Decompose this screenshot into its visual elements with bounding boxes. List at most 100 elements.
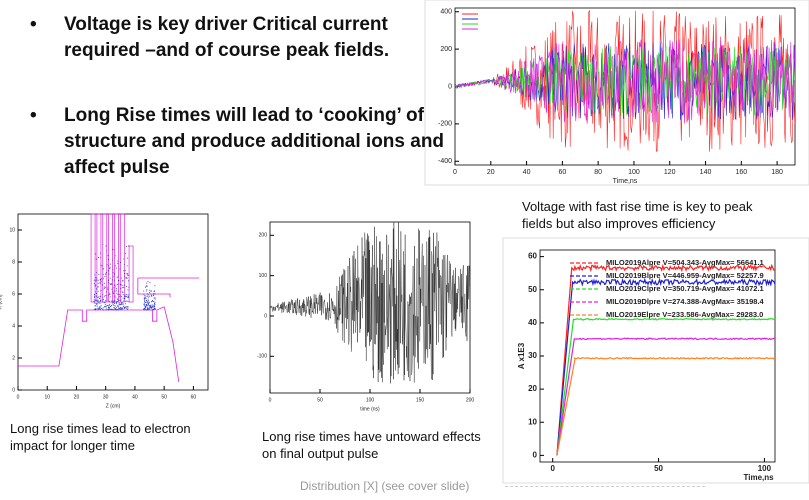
particle bbox=[117, 308, 119, 310]
particle bbox=[126, 296, 128, 298]
particle bbox=[123, 287, 125, 289]
y-tick-label: 30 bbox=[528, 351, 537, 360]
particle bbox=[100, 278, 102, 280]
particle bbox=[103, 301, 105, 303]
x-tick-label: 50 bbox=[317, 397, 323, 403]
particle bbox=[143, 304, 145, 306]
particle bbox=[106, 298, 108, 300]
particle bbox=[117, 306, 119, 308]
y-tick-label: 60 bbox=[528, 252, 537, 261]
particle bbox=[154, 293, 156, 295]
particle bbox=[120, 277, 122, 279]
particle bbox=[126, 308, 128, 310]
particle bbox=[101, 265, 103, 267]
particle bbox=[105, 286, 107, 288]
particle bbox=[102, 298, 104, 300]
particle bbox=[146, 301, 148, 303]
particle bbox=[95, 299, 97, 301]
particle bbox=[94, 302, 96, 304]
particle bbox=[122, 308, 124, 310]
particle bbox=[102, 288, 104, 290]
x-tick-label: 100 bbox=[758, 464, 772, 473]
particle bbox=[104, 306, 106, 308]
particle bbox=[119, 296, 121, 298]
particle bbox=[105, 306, 107, 308]
particle bbox=[112, 300, 114, 302]
particle bbox=[115, 286, 117, 288]
x-tick-label: 20 bbox=[487, 169, 495, 176]
particle bbox=[115, 284, 117, 286]
particle bbox=[143, 308, 145, 310]
particle bbox=[100, 308, 102, 310]
particle bbox=[153, 294, 155, 296]
x-tick-label: 60 bbox=[191, 394, 197, 400]
particle bbox=[118, 302, 120, 304]
particle bbox=[107, 300, 109, 302]
particle bbox=[124, 303, 126, 305]
particle bbox=[154, 298, 156, 300]
particle bbox=[98, 307, 100, 309]
particle bbox=[108, 308, 110, 310]
series-line bbox=[556, 337, 776, 456]
x-axis-label: Time,ns bbox=[613, 178, 638, 185]
particle bbox=[93, 308, 95, 310]
particle bbox=[144, 286, 146, 288]
y-tick-label: 200 bbox=[259, 233, 268, 239]
particle bbox=[98, 301, 100, 303]
particle bbox=[95, 258, 97, 260]
particle bbox=[119, 307, 121, 309]
particle bbox=[154, 285, 156, 287]
particle bbox=[103, 309, 105, 311]
particle bbox=[120, 301, 122, 303]
particle bbox=[109, 305, 111, 307]
particle bbox=[120, 299, 122, 301]
particle bbox=[95, 284, 97, 286]
particle bbox=[96, 308, 98, 310]
particle bbox=[117, 294, 119, 296]
particle bbox=[94, 274, 96, 276]
y-tick-label: 10 bbox=[528, 417, 537, 426]
particle bbox=[109, 296, 111, 298]
particle bbox=[150, 294, 152, 296]
y-tick-label: 0 bbox=[12, 387, 15, 393]
particle bbox=[150, 309, 152, 311]
particle bbox=[145, 301, 147, 303]
particle bbox=[109, 294, 111, 296]
particle bbox=[115, 305, 117, 307]
y-tick-label: 4 bbox=[12, 323, 15, 329]
x-tick-label: 120 bbox=[664, 169, 676, 176]
particle bbox=[118, 279, 120, 281]
particle bbox=[150, 290, 152, 292]
particle bbox=[95, 280, 97, 282]
particle bbox=[153, 297, 155, 299]
particle bbox=[105, 245, 107, 247]
y-tick-label: 50 bbox=[528, 285, 537, 294]
particle bbox=[105, 272, 107, 274]
particle bbox=[111, 308, 113, 310]
particle bbox=[119, 304, 121, 306]
bullet: Long Rise times will lead to ‘cooking’ o… bbox=[30, 103, 454, 181]
particle bbox=[148, 302, 150, 304]
particle bbox=[145, 307, 147, 309]
particle bbox=[115, 265, 117, 267]
particle bbox=[94, 286, 96, 288]
x-tick-label: 200 bbox=[466, 397, 475, 403]
particle bbox=[147, 302, 149, 304]
particle bbox=[121, 280, 123, 282]
particle bbox=[112, 268, 114, 270]
particle bbox=[100, 252, 102, 254]
particle bbox=[150, 304, 152, 306]
particle bbox=[99, 306, 101, 308]
particle bbox=[94, 308, 96, 310]
vane bbox=[102, 213, 108, 303]
particle bbox=[153, 300, 155, 302]
particle bbox=[149, 306, 151, 308]
particle bbox=[126, 306, 128, 308]
vane bbox=[108, 213, 113, 303]
particle bbox=[97, 290, 99, 292]
particle bbox=[154, 306, 156, 308]
particle bbox=[96, 272, 98, 274]
particle bbox=[115, 301, 117, 303]
particle bbox=[147, 296, 149, 298]
